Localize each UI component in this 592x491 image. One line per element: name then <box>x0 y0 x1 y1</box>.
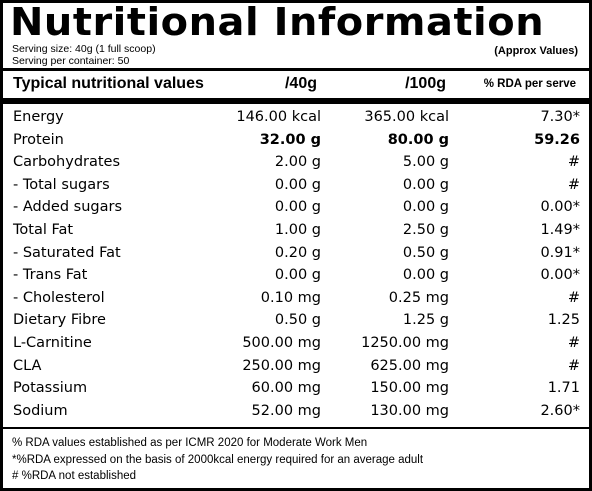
value-per-40g: 0.10 mg <box>260 289 321 306</box>
row-protein: Protein 32.00 g 80.00 g 59.26 <box>3 127 589 150</box>
row-total-fat: Total Fat 1.00 g 2.50 g 1.49* <box>3 217 589 240</box>
approx-values-note: (Approx Values) <box>494 45 578 57</box>
value-rda: 1.71 <box>547 380 580 397</box>
row-saturated-fat: - Saturated Fat 0.20 g 0.50 g 0.91* <box>3 240 589 263</box>
value-rda: # <box>567 357 580 374</box>
row-sodium: Sodium 52.00 mg 130.00 mg 2.60* <box>3 398 589 421</box>
header-rda: % RDA per serve <box>483 78 576 90</box>
value-per-40g: 0.50 g <box>274 312 321 329</box>
value-per-100g: 625.00 mg <box>370 357 449 374</box>
value-rda: 7.30* <box>540 109 580 125</box>
value-per-100g: 80.00 g <box>387 131 449 148</box>
value-rda: 59.26 <box>534 131 580 148</box>
value-rda: 0.00* <box>540 199 580 216</box>
nutrient-name: - Trans Fat <box>13 267 88 284</box>
value-rda: # <box>567 176 580 193</box>
nutrient-name: Protein <box>13 131 64 148</box>
row-trans-fat: - Trans Fat 0.00 g 0.00 g 0.00* <box>3 262 589 285</box>
row-added-sugars: - Added sugars 0.00 g 0.00 g 0.00* <box>3 194 589 217</box>
value-per-40g: 146.00 kcal <box>236 109 321 125</box>
nutrient-name: Sodium <box>13 402 68 419</box>
value-per-100g: 130.00 mg <box>370 402 449 419</box>
value-per-100g: 365.00 kcal <box>364 109 449 125</box>
servings-per-container: Serving per container: 50 <box>12 55 130 67</box>
nutrient-name: CLA <box>13 357 42 374</box>
value-per-100g: 0.00 g <box>402 199 449 216</box>
value-per-40g: 32.00 g <box>259 131 321 148</box>
value-per-40g: 1.00 g <box>274 221 321 238</box>
value-rda: # <box>567 289 580 306</box>
label-title: Nutritional Information <box>10 0 545 44</box>
value-per-100g: 2.50 g <box>402 221 449 238</box>
value-per-40g: 500.00 mg <box>242 334 321 351</box>
value-per-100g: 0.00 g <box>402 267 449 284</box>
value-per-100g: 0.25 mg <box>388 289 449 306</box>
footnote-rda-source: % RDA values established as per ICMR 202… <box>12 437 368 449</box>
value-rda: # <box>567 154 580 171</box>
header-divider <box>3 98 589 104</box>
value-per-100g: 1250.00 mg <box>361 334 449 351</box>
nutrient-name: Energy <box>13 109 64 125</box>
nutrient-name: L-Carnitine <box>13 334 92 351</box>
nutrient-name: Dietary Fibre <box>13 312 106 329</box>
value-per-100g: 0.00 g <box>402 176 449 193</box>
footnote-divider <box>3 427 589 429</box>
nutrient-name: Potassium <box>13 380 88 397</box>
nutrient-name: - Added sugars <box>13 199 122 216</box>
value-per-100g: 150.00 mg <box>370 380 449 397</box>
row-dietary-fibre: Dietary Fibre 0.50 g 1.25 g 1.25 <box>3 307 589 330</box>
value-rda: 1.49* <box>540 221 580 238</box>
footnote-rda-basis: *%RDA expressed on the basis of 2000kcal… <box>12 454 424 466</box>
value-per-100g: 1.25 g <box>402 312 449 329</box>
header-per-100g: /100g <box>405 75 446 92</box>
nutrient-name: Total Fat <box>13 221 74 238</box>
nutrient-table: Energy 146.00 kcal 365.00 kcal 7.30* Pro… <box>3 104 589 420</box>
value-rda: 0.91* <box>540 244 580 261</box>
row-cla: CLA 250.00 mg 625.00 mg # <box>3 353 589 376</box>
nutrient-name: - Cholesterol <box>13 289 105 306</box>
row-carbohydrates: Carbohydrates 2.00 g 5.00 g # <box>3 149 589 172</box>
nutrient-name: - Saturated Fat <box>13 244 121 261</box>
top-divider <box>3 68 589 71</box>
value-per-40g: 0.00 g <box>274 199 321 216</box>
value-rda: # <box>567 334 580 351</box>
value-per-40g: 0.00 g <box>274 176 321 193</box>
value-rda: 2.60* <box>540 402 580 419</box>
value-per-40g: 60.00 mg <box>251 380 321 397</box>
header-per-40g: /40g <box>284 75 317 92</box>
value-per-100g: 0.50 g <box>402 244 449 261</box>
row-energy: Energy 146.00 kcal 365.00 kcal 7.30* <box>3 104 589 127</box>
value-per-40g: 2.00 g <box>274 154 321 171</box>
value-per-40g: 0.20 g <box>274 244 321 261</box>
serving-size: Serving size: 40g (1 full scoop) <box>12 43 156 55</box>
nutrient-name: - Total sugars <box>13 176 110 193</box>
value-per-40g: 52.00 mg <box>251 402 321 419</box>
footnote-rda-not-established: # %RDA not established <box>12 470 137 482</box>
row-cholesterol: - Cholesterol 0.10 mg 0.25 mg # <box>3 285 589 308</box>
value-per-100g: 5.00 g <box>402 154 449 171</box>
row-potassium: Potassium 60.00 mg 150.00 mg 1.71 <box>3 375 589 398</box>
header-nutrient: Typical nutritional values <box>13 75 204 92</box>
value-rda: 1.25 <box>547 312 580 329</box>
value-per-40g: 250.00 mg <box>242 357 321 374</box>
value-per-40g: 0.00 g <box>274 267 321 284</box>
nutrient-name: Carbohydrates <box>13 154 121 171</box>
row-total-sugars: - Total sugars 0.00 g 0.00 g # <box>3 172 589 195</box>
row-l-carnitine: L-Carnitine 500.00 mg 1250.00 mg # <box>3 330 589 353</box>
value-rda: 0.00* <box>540 267 580 284</box>
